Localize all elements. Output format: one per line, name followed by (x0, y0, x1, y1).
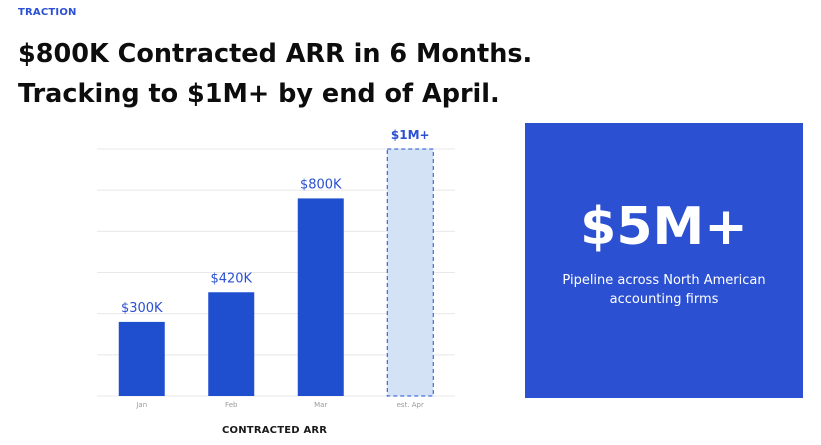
headline: $800K Contracted ARR in 6 Months. Tracki… (18, 34, 532, 114)
chart-caption: CONTRACTED ARR (222, 425, 328, 436)
pipeline-stat-panel: $5M+ Pipeline across North American acco… (525, 123, 803, 398)
chart-bar (297, 198, 344, 396)
chart-tick-label: est. Apr (397, 401, 424, 409)
chart-tick-label: Feb (225, 401, 238, 409)
chart-canvas: $300K Jan $420K Feb $800K Mar $1M+ est. Apr (97, 128, 455, 409)
chart-bar (118, 321, 165, 396)
chart-data-label: $300K (121, 301, 163, 316)
pipeline-description-line-2: accounting firms (609, 292, 719, 307)
chart-bar (208, 292, 255, 396)
chart-data-label: $800K (300, 177, 342, 192)
pipeline-description-line-1: Pipeline across North American (562, 273, 766, 288)
pipeline-description: Pipeline across North American accountin… (549, 271, 779, 309)
arr-bar-chart: $300K Jan $420K Feb $800K Mar $1M+ est. Apr (0, 110, 500, 410)
chart-data-label: $420K (210, 271, 252, 286)
pipeline-value: $5M+ (580, 197, 748, 257)
headline-line-1: $800K Contracted ARR in 6 Months. (18, 39, 533, 69)
section-label: TRACTION (18, 7, 77, 18)
chart-tick-label: Jan (135, 401, 147, 409)
chart-bar-projected (386, 148, 434, 397)
headline-line-2: Tracking to $1M+ by end of April. (18, 79, 500, 109)
chart-data-label: $1M+ (391, 128, 430, 142)
chart-tick-label: Mar (314, 401, 327, 409)
